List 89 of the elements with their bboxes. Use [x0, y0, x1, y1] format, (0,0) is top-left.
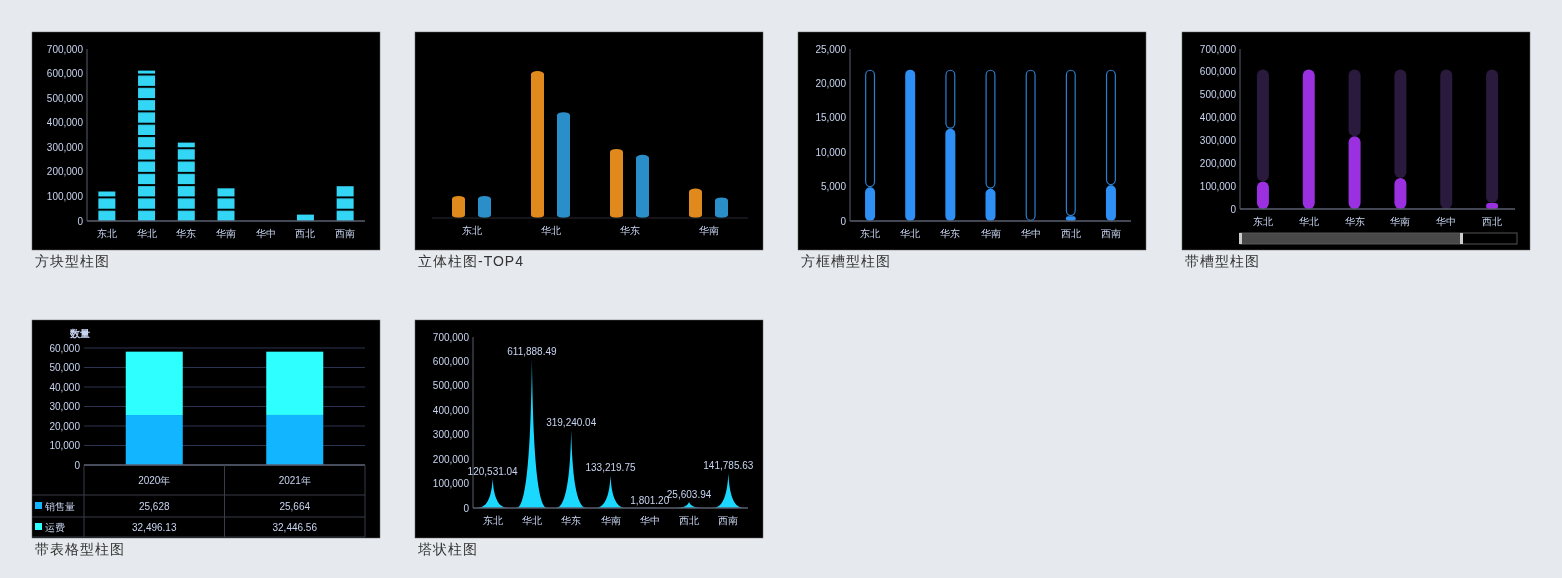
x-tick-label: 华南: [216, 228, 236, 239]
y-tick-label: 200,000: [1199, 157, 1237, 169]
data-label: 319,240.04: [546, 417, 597, 429]
x-tick-label: 东北: [860, 228, 881, 239]
y-tick-label: 600,000: [1199, 66, 1237, 78]
y-tick-label: 40,000: [49, 381, 81, 393]
y-tick-label: 700,000: [1199, 43, 1237, 55]
text: 带表格型柱图: [35, 541, 125, 557]
y-tick-label: 60,000: [49, 342, 81, 354]
data-label: 32,496.13: [132, 522, 177, 533]
x-tick-label: 华东: [176, 228, 197, 239]
x-tick-label: 东北: [1252, 216, 1273, 227]
y-tick-label: 0: [74, 459, 81, 471]
x-tick-label: 华北: [521, 515, 542, 526]
x-tick-label: 西北: [1060, 228, 1081, 239]
y-tick-label: 10,000: [49, 440, 81, 451]
data-label: 32,446.56: [272, 522, 318, 533]
x-tick-label: 华东: [561, 515, 582, 526]
y-tick-label: 100,000: [46, 190, 84, 202]
y-tick-label: 400,000: [46, 117, 84, 129]
y-tick-label: 200,000: [46, 166, 84, 178]
x-tick-label: 东北: [482, 515, 503, 526]
x-tick-label: 2020年: [138, 475, 171, 486]
y-tick-label: 500,000: [432, 380, 470, 392]
y-tick-label: 0: [1230, 203, 1237, 215]
x-tick-label: 西北: [679, 515, 700, 526]
y-tick-label: 15,000: [815, 112, 847, 124]
x-tick-label: 华北: [1298, 216, 1319, 227]
y-tick-label: 600,000: [432, 355, 470, 367]
x-tick-label: 华南: [698, 225, 719, 236]
x-tick-label: 华中: [639, 515, 660, 526]
y-tick-label: 300,000: [1199, 134, 1237, 146]
y-tick-label: 500,000: [46, 92, 84, 104]
y-tick-label: 200,000: [432, 453, 470, 465]
x-tick-label: 西南: [1100, 228, 1121, 239]
y-tick-label: 5,000: [820, 181, 847, 193]
x-tick-label: 华北: [136, 228, 157, 239]
data-label: 25,603.94: [666, 488, 712, 500]
y-tick-label: 0: [840, 215, 847, 227]
y-tick-label: 600,000: [46, 68, 84, 80]
x-tick-label: 华北: [900, 228, 921, 239]
y-tick-label: 300,000: [432, 429, 470, 441]
x-tick-label: 西北: [1482, 216, 1503, 227]
x-tick-label: 2021年: [278, 475, 311, 486]
data-label: 25,628: [138, 501, 170, 512]
y-tick-label: 25,000: [815, 43, 847, 55]
data-label: 25,664: [279, 501, 311, 512]
y-tick-label: 700,000: [432, 331, 470, 343]
x-tick-label: 华中: [255, 228, 276, 239]
x-tick-label: 西南: [335, 228, 356, 239]
data-label: 133,219.75: [585, 462, 636, 474]
text: 立体柱图-TOP4: [418, 253, 524, 269]
text: 方块型柱图: [35, 253, 110, 269]
data-label: 611,888.49: [507, 345, 558, 357]
y-tick-label: 100,000: [1199, 180, 1237, 192]
y-tick-label: 10,000: [815, 146, 847, 158]
text: 带槽型柱图: [1185, 253, 1260, 269]
legend-label: 销售量: [44, 501, 75, 512]
data-label: 141,785.63: [703, 460, 754, 472]
y-tick-label: 30,000: [49, 401, 81, 412]
y-tick-label: 400,000: [432, 404, 470, 416]
x-tick-label: 华东: [619, 225, 640, 236]
legend-label: 运费: [45, 522, 65, 533]
x-tick-label: 华中: [1436, 216, 1457, 227]
y-tick-label: 0: [463, 502, 470, 514]
data-label: 120,531.04: [467, 465, 519, 477]
y-tick-label: 0: [77, 215, 84, 227]
y-tick-label: 500,000: [1199, 89, 1237, 101]
x-tick-label: 西南: [718, 515, 739, 526]
x-tick-label: 华东: [940, 228, 961, 239]
y-tick-label: 700,000: [46, 43, 84, 55]
x-tick-label: 华中: [1020, 228, 1041, 239]
x-tick-label: 华南: [1390, 216, 1411, 227]
x-tick-label: 东北: [96, 228, 117, 239]
text: 塔状柱图: [417, 541, 478, 557]
x-tick-label: 华南: [980, 228, 1001, 239]
text: 方框槽型柱图: [801, 253, 891, 269]
y-axis-title: 数量: [69, 328, 90, 339]
y-tick-label: 300,000: [46, 141, 84, 153]
x-tick-label: 西北: [295, 228, 316, 239]
x-tick-label: 华北: [540, 225, 561, 236]
x-tick-label: 华东: [1344, 216, 1365, 227]
y-tick-label: 20,000: [49, 420, 81, 432]
y-tick-label: 20,000: [815, 77, 847, 89]
x-tick-label: 华南: [600, 515, 621, 526]
y-tick-label: 100,000: [432, 478, 470, 490]
x-tick-label: 东北: [461, 225, 482, 236]
y-tick-label: 400,000: [1199, 112, 1237, 124]
y-tick-label: 50,000: [49, 362, 81, 373]
